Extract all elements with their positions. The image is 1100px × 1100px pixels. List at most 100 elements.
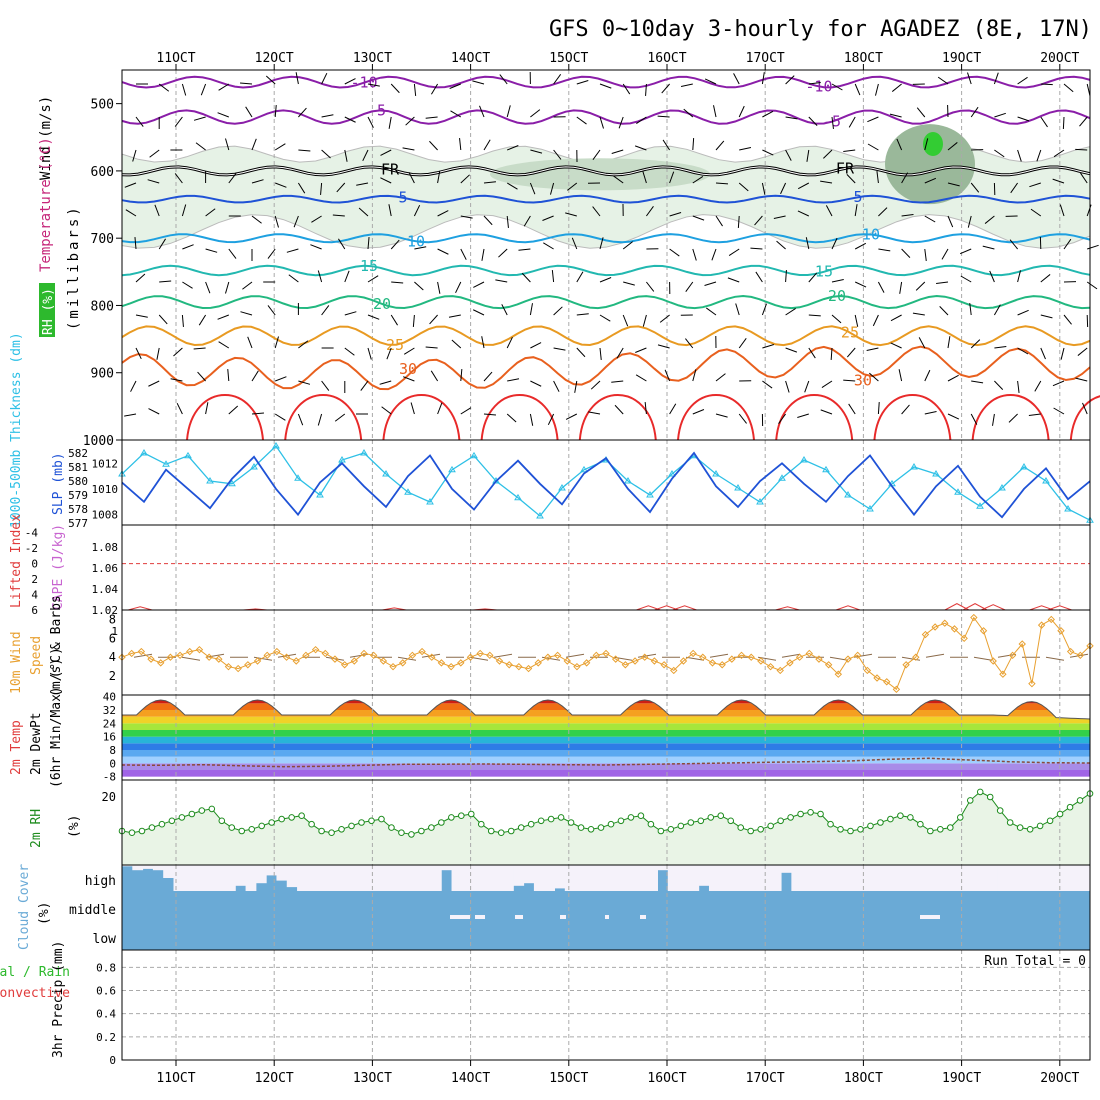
wind-barb (785, 75, 795, 85)
wind-barb (344, 311, 357, 316)
thickness-point (1042, 477, 1050, 484)
wind-barb (403, 376, 415, 382)
wind-barb (159, 280, 172, 283)
wind-barb (205, 248, 218, 253)
wind10-barb (421, 653, 441, 658)
cape-bump (775, 606, 800, 611)
wind-barb (876, 171, 879, 184)
wind-speed-point (970, 613, 978, 622)
rh-point (917, 820, 924, 828)
wind-barb (499, 74, 508, 85)
wind-barb (669, 212, 682, 217)
rh-point (877, 819, 884, 826)
thickness-point (514, 493, 522, 501)
isotherm-label: 5 (398, 189, 407, 207)
wind-barb (367, 314, 380, 320)
thickness-tick: 581 (68, 461, 88, 474)
cloud-high-gap (1028, 865, 1040, 891)
rh-point (867, 822, 874, 830)
wind-barb (367, 237, 370, 250)
wind-barb (565, 413, 578, 420)
wind-barb (947, 336, 951, 349)
wind10-barb (1069, 653, 1089, 658)
isotherm-label: FR (836, 159, 855, 177)
cloud-high-gap (173, 865, 185, 891)
bottom-date-label: 12OCT (255, 1071, 294, 1086)
cloud-high-gap (1048, 865, 1060, 891)
wind-barb (762, 344, 775, 349)
rh-point (996, 807, 1004, 814)
thick-frame (121, 439, 1091, 526)
thickness-point (1064, 505, 1072, 512)
wind-barb (947, 182, 960, 187)
wind-barb (267, 305, 276, 316)
isotherm-label: 15 (360, 257, 378, 275)
wind-barb (530, 342, 542, 349)
isotherm-label: -10 (350, 74, 377, 92)
wind-barb (808, 347, 816, 359)
rh-point (587, 826, 595, 833)
cloud-high-gap (781, 865, 792, 873)
thickness-point (536, 512, 544, 519)
wind10-barb (493, 653, 513, 658)
wind-barb (705, 307, 717, 316)
wind-speed-point (679, 657, 688, 665)
bottom-date-label: 19OCT (942, 1071, 981, 1086)
wind-barb (576, 271, 584, 283)
wind-barb (228, 248, 237, 259)
wind-barb (1029, 182, 1041, 188)
wind-barb (174, 173, 183, 184)
wind-barb (228, 173, 237, 184)
wind-barb (669, 248, 680, 257)
precip-ytick: 0.6 (96, 985, 116, 998)
wind-ylabel-2: Speed (29, 636, 44, 675)
cloud-high-gap (503, 865, 514, 891)
wind-barb (1030, 208, 1042, 217)
wind-barb (251, 412, 264, 415)
thickness-point (756, 498, 764, 505)
rh-point (966, 797, 974, 804)
wind10-barb (565, 653, 585, 658)
wind-barb (715, 140, 725, 151)
wind-barb (380, 149, 392, 156)
wind-speed-point (1076, 651, 1085, 660)
cloud-high-gap (791, 865, 803, 891)
isotherm-label: 25 (841, 324, 859, 342)
wind-barb (437, 171, 441, 184)
wind-barb (970, 106, 979, 118)
wind-barb (776, 240, 786, 250)
wind-barb (437, 210, 449, 217)
wind-barb (542, 215, 554, 221)
temp-band (122, 736, 1090, 744)
wind-barb (132, 149, 137, 162)
wind-barb (523, 215, 531, 227)
wind-barb (1075, 148, 1088, 151)
wind-barb (218, 341, 230, 349)
wind-barb (635, 374, 647, 382)
wind-barb (481, 336, 485, 349)
wind-barb (1062, 116, 1065, 130)
wind-barb (599, 116, 604, 129)
wind-barb (683, 108, 694, 118)
precip-ylabel-3: 3hr Precip (mm) (51, 941, 66, 1058)
wind-speed-point (805, 649, 813, 658)
wind-barb (992, 413, 995, 426)
wind-speed-point (553, 651, 562, 660)
wind-barb (762, 110, 774, 118)
top-date-label: 15OCT (549, 51, 588, 66)
cloud-high-gap (853, 865, 864, 891)
wind-barb (156, 347, 160, 360)
wind-barb (843, 379, 856, 382)
wind-barb (644, 402, 647, 415)
wind-barb (274, 215, 279, 228)
wind-barb (622, 314, 629, 327)
wind-barb (576, 347, 586, 358)
temp-band (122, 743, 1090, 750)
dewpoint-line (121, 757, 1091, 768)
wind-barb (247, 336, 253, 349)
isotherm-label: FR (381, 160, 400, 178)
cloud-high-gap (255, 865, 267, 884)
wind-speed-point (457, 659, 465, 667)
wind-barb (715, 373, 726, 382)
wind-barb (367, 275, 379, 283)
